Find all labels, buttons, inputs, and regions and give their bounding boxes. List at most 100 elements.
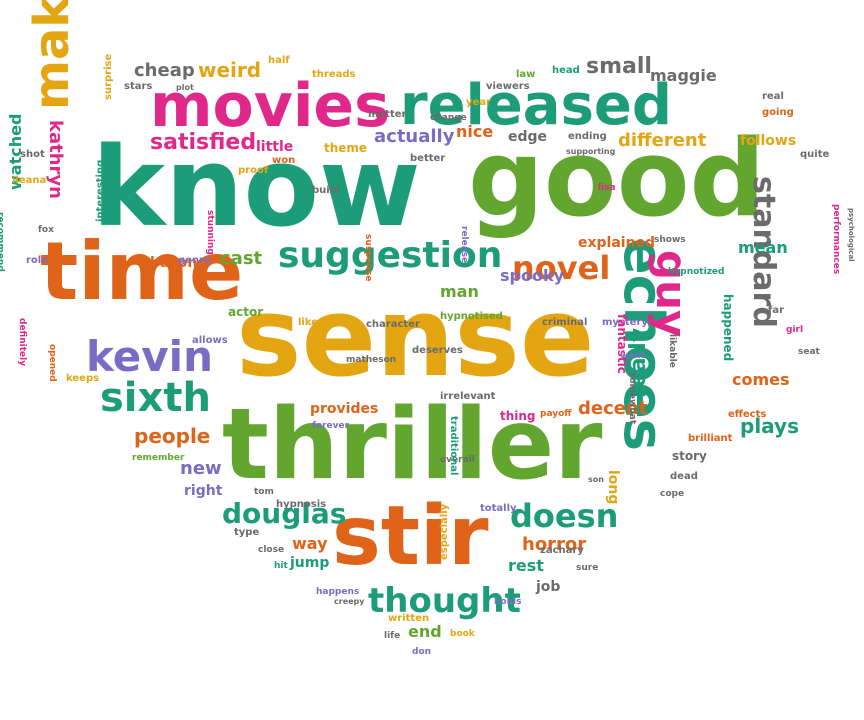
cloud-word: weird	[198, 58, 262, 82]
cloud-word: nice	[456, 122, 494, 141]
cloud-word: hypnotised	[440, 311, 503, 322]
cloud-word: surprise	[103, 53, 114, 100]
cloud-word: hypnotized	[668, 267, 725, 277]
cloud-word: zachary	[540, 545, 584, 556]
cloud-word: hit	[274, 561, 288, 571]
cloud-word: proof	[238, 165, 269, 176]
cloud-word: somewhat	[627, 372, 637, 425]
cloud-word: make	[24, 0, 80, 110]
cloud-word: don	[412, 647, 432, 657]
cloud-word: people	[134, 424, 211, 448]
cloud-word: guy	[647, 250, 696, 338]
cloud-word: traditional	[448, 416, 459, 476]
cloud-word: especially	[439, 503, 450, 560]
cloud-word: movies	[150, 71, 390, 141]
cloud-word: actor	[228, 305, 264, 319]
cloud-word: went	[620, 351, 646, 361]
cloud-word: head	[552, 65, 580, 76]
cloud-word: allows	[192, 335, 228, 346]
cloud-word: type	[234, 527, 260, 538]
cloud-word: release	[459, 226, 469, 264]
cloud-word: thought	[368, 581, 521, 621]
cloud-word: actually	[374, 126, 455, 147]
cloud-word: new	[180, 458, 222, 479]
cloud-word: keeps	[66, 373, 100, 384]
cloud-word: payoff	[540, 409, 572, 419]
cloud-word: different	[618, 130, 707, 151]
cloud-word: genre	[178, 255, 211, 266]
cloud-word: way	[292, 534, 328, 553]
cloud-word: fox	[38, 225, 54, 235]
cloud-word: psychological	[847, 208, 855, 262]
cloud-word: son	[588, 475, 604, 484]
cloud-word: close	[258, 545, 285, 555]
cloud-word: girl	[786, 325, 804, 335]
cloud-word: creepy	[334, 597, 365, 606]
cloud-word: bacon	[150, 255, 198, 271]
cloud-word: douglas	[222, 497, 347, 530]
cloud-word: law	[516, 69, 536, 80]
cloud-word: remember	[132, 453, 185, 463]
cloud-word: holds	[494, 597, 522, 607]
cloud-word: sixth	[100, 375, 211, 421]
cloud-word: job	[536, 579, 561, 595]
cloud-word: half	[268, 55, 290, 66]
cloud-word: irrelevant	[440, 391, 496, 402]
cloud-word: horror	[522, 534, 587, 555]
cloud-word: criminal	[542, 317, 588, 328]
cloud-word: dead	[670, 471, 698, 482]
cloud-word: suggestion	[278, 235, 503, 276]
cloud-word: likable	[667, 334, 677, 368]
cloud-word: far	[768, 305, 785, 316]
cloud-word: life	[384, 631, 401, 641]
cloud-word: decent	[578, 398, 648, 419]
cloud-word: change	[430, 113, 467, 123]
cloud-word: tom	[254, 487, 274, 497]
cloud-word: thriller	[222, 388, 603, 502]
cloud-word: know	[92, 123, 421, 251]
cloud-word: liked	[298, 317, 326, 328]
cloud-word: provides	[310, 401, 379, 417]
cloud-word: right	[184, 483, 223, 499]
cloud-word: plays	[740, 414, 799, 438]
cloud-word: small	[586, 54, 652, 79]
cloud-word: happens	[316, 587, 360, 597]
cloud-word: released	[400, 73, 672, 138]
cloud-word: viewers	[486, 81, 530, 92]
cloud-word: matter	[368, 109, 407, 120]
cloud-word: book	[450, 629, 475, 639]
cloud-word: deserves	[412, 345, 463, 356]
cloud-word: satisfied	[150, 130, 257, 155]
cloud-word: brilliant	[688, 433, 733, 444]
cloud-word: overall	[440, 455, 475, 465]
cloud-word: rest	[508, 556, 544, 575]
cloud-word: story	[672, 449, 707, 463]
cloud-word: stunning	[205, 210, 215, 255]
cloud-word: character	[366, 319, 420, 330]
cloud-word: kathryn	[45, 120, 66, 199]
cloud-word: ileana	[12, 175, 47, 186]
cloud-word: jump	[290, 555, 330, 571]
cloud-word: interesting	[95, 159, 106, 222]
cloud-word: recommend	[0, 212, 5, 272]
cloud-word: thing	[500, 409, 536, 423]
cloud-word: cope	[660, 489, 685, 499]
cloud-word: sense	[236, 273, 595, 401]
cloud-word: long	[605, 470, 621, 505]
cloud-word: hypnosis	[276, 499, 327, 510]
cloud-word: novel	[512, 249, 611, 287]
cloud-word: lisa	[598, 183, 616, 193]
cloud-word: time	[40, 225, 244, 318]
cloud-word: fantastic	[615, 314, 629, 374]
cloud-word: better	[410, 153, 446, 164]
cloud-word: stars	[124, 81, 153, 92]
cloud-word: plot	[176, 83, 194, 92]
cloud-word: happened	[721, 294, 735, 362]
cloud-word: follows	[740, 133, 797, 149]
cloud-word: explained	[578, 235, 656, 251]
cloud-word: totally	[480, 503, 517, 514]
cloud-word: real	[762, 91, 784, 102]
cloud-word: seat	[798, 347, 820, 357]
cloud-word: matheson	[346, 355, 397, 365]
